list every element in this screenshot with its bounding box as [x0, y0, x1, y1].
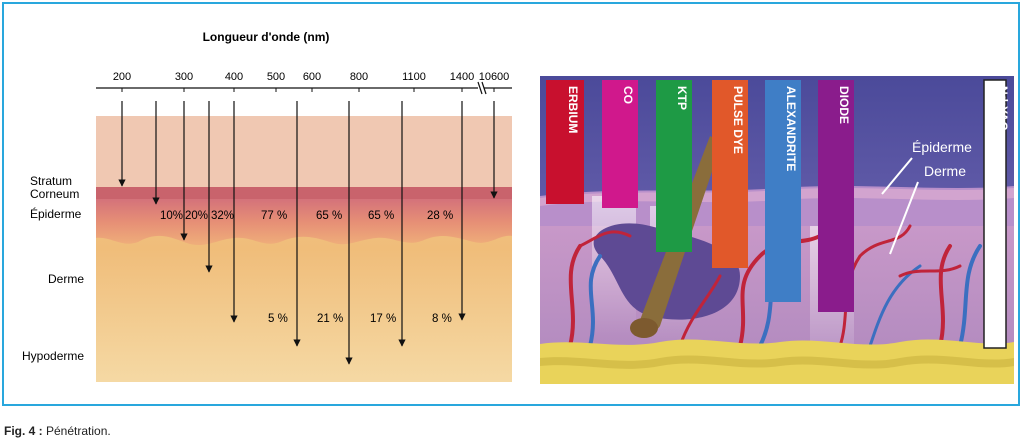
laser-label: ALEXANDRITE: [784, 86, 798, 171]
skin-cross-section: ERBIUM CO KTP PULSE DYE ALEXANDRITE DIODE Nd:Y…: [540, 76, 1014, 384]
illus-label-epiderme: Épiderme: [912, 139, 972, 155]
wavelength-tick-label: 500: [267, 71, 285, 83]
wavelength-tick-label: 400: [225, 71, 243, 83]
wavelength-tick-label: 1400: [450, 71, 474, 83]
laser-bar-diode: DIODE: [818, 80, 854, 312]
figure-caption: Fig. 4 : Pénétration.: [4, 424, 111, 438]
laser-bar: [656, 80, 692, 252]
pointer-derme: [889, 181, 919, 255]
laser-bar: [602, 80, 638, 208]
caption-prefix: Fig. 4 :: [4, 424, 43, 438]
derm-pct: 5 %: [268, 313, 288, 325]
wavelength-tick-label: 10600: [479, 71, 510, 83]
label-hypoderme: Hypoderme: [22, 349, 84, 363]
figure-frame: Longueur d'onde (nm) 200 300 400 500 600 800 1…: [2, 2, 1020, 406]
penetration-diagram: Longueur d'onde (nm) 200 300 400 500 600 800 1…: [22, 30, 512, 382]
label-corneum: Corneum: [30, 187, 79, 201]
laser-label: PULSE DYE: [731, 86, 745, 154]
laser-label: Nd:YAG: [996, 86, 1010, 131]
epi-pct: 10%: [160, 210, 183, 222]
derm-pct: 21 %: [317, 313, 343, 325]
laser-bar-alexandrite: ALEXANDRITE: [765, 80, 801, 302]
label-derme: Derme: [48, 272, 84, 286]
laser-bar-co: CO: [602, 80, 638, 208]
label-epiderme: Épiderme: [30, 206, 82, 221]
laser-bar-pulse-dye: PULSE DYE: [712, 80, 748, 268]
laser-label: ERBIUM: [566, 86, 580, 133]
laser-bar-erbium: ERBIUM: [546, 80, 584, 204]
wavelength-axis: [96, 81, 512, 95]
wavelength-tick-label: 200: [113, 71, 131, 83]
epi-pct: 20%: [185, 210, 208, 222]
fat-lobules: [540, 355, 1014, 369]
laser-bar: [546, 80, 584, 204]
derm-pct: 8 %: [432, 313, 452, 325]
epi-pct: 32%: [211, 210, 234, 222]
wavelength-tick-label: 800: [350, 71, 368, 83]
laser-bar: [983, 79, 1007, 349]
wavelength-tick-label: 600: [303, 71, 321, 83]
illus-label-derme: Derme: [924, 163, 966, 179]
pointer-epiderme: [881, 157, 913, 195]
laser-label: CO: [621, 86, 635, 104]
hair-bulb: [630, 318, 658, 338]
stratum-layer: [96, 116, 512, 188]
laser-bar: [765, 80, 801, 302]
epi-pct: 65 %: [316, 210, 342, 222]
derm-pct: 17 %: [370, 313, 396, 325]
wavelength-tick-label: 300: [175, 71, 193, 83]
laser-label: DIODE: [837, 86, 851, 124]
wavelength-tick-label: 1100: [402, 71, 426, 83]
laser-bar-nd-yag: Nd:YAG: [983, 79, 1010, 349]
epi-pct: 65 %: [368, 210, 394, 222]
epiderme-layer: [96, 199, 512, 246]
laser-bar: [712, 80, 748, 268]
caption-text: Pénétration.: [42, 424, 111, 438]
laser-illustration: ERBIUM CO KTP PULSE DYE ALEXANDRITE DIODE Nd:Y…: [540, 76, 1014, 384]
epi-pct: 77 %: [261, 210, 287, 222]
epi-pct: 28 %: [427, 210, 453, 222]
label-stratum: Stratum: [30, 174, 72, 188]
laser-label: KTP: [675, 86, 689, 110]
laser-bar: [818, 80, 854, 312]
laser-bar-ktp: KTP: [656, 80, 692, 252]
corneum-layer: [96, 187, 512, 199]
axis-title: Longueur d'onde (nm): [203, 30, 330, 44]
